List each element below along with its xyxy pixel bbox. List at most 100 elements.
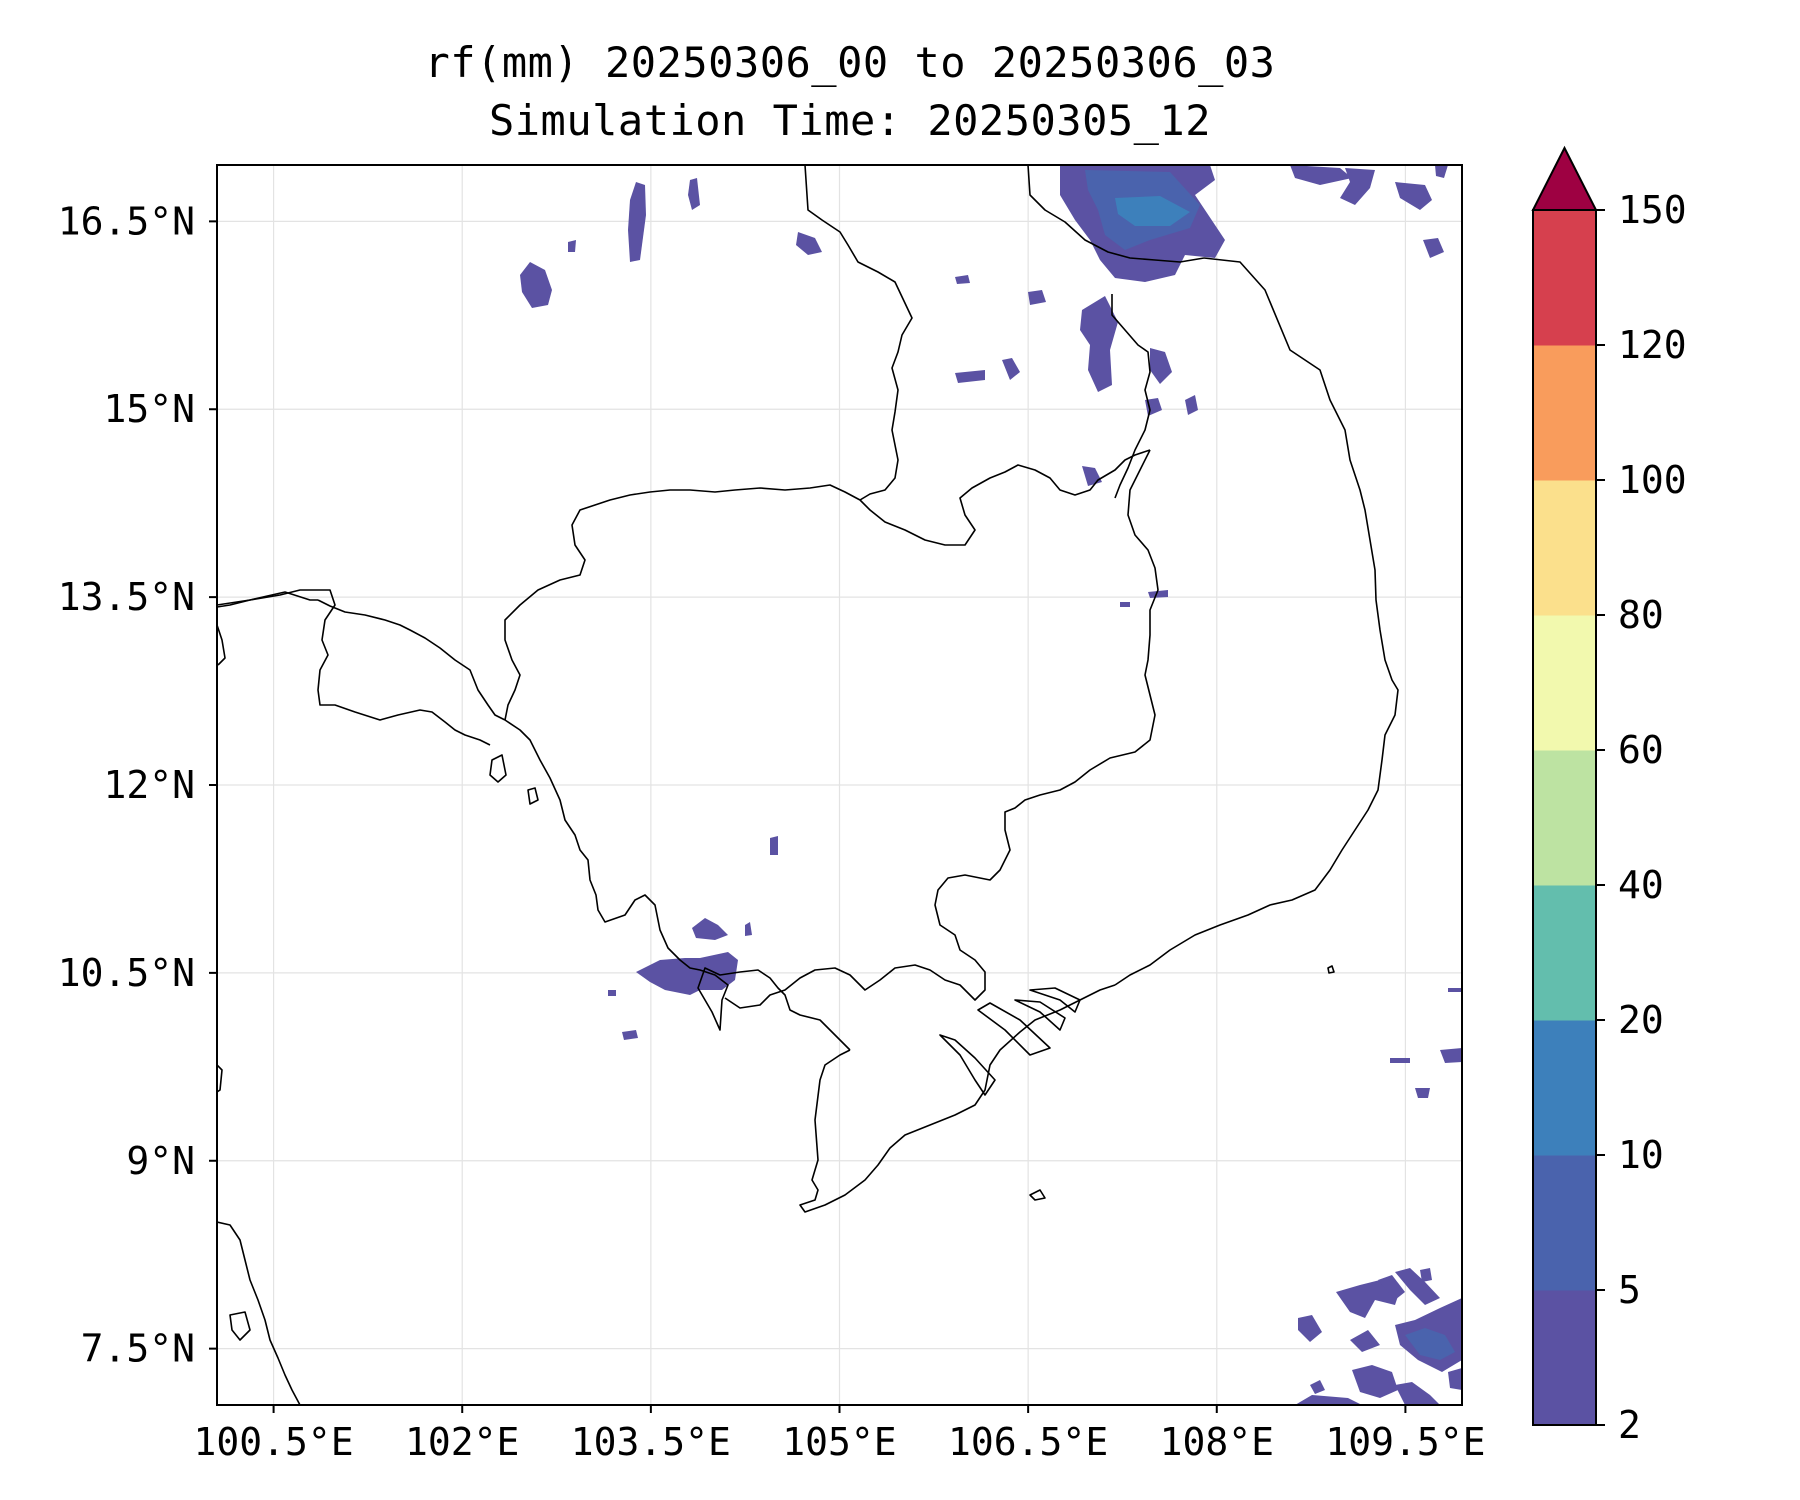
- rain-area-2mm: [1310, 1380, 1325, 1394]
- colorbar-tick-label: 20: [1618, 998, 1664, 1042]
- rain-area-2mm: [688, 178, 700, 210]
- rain-area-2mm: [1028, 290, 1046, 305]
- border-laos-vietnam-south: [1111, 294, 1151, 499]
- longitude-axis: 100.5°E 102°E 103.5°E 105°E 106.5°E 108°E 109.…: [194, 1405, 1485, 1464]
- rain-area-2mm: [1448, 1368, 1462, 1390]
- lon-tick-label: 105°E: [782, 1420, 896, 1464]
- rain-area-2mm: [1395, 1382, 1440, 1405]
- rain-area-2mm: [636, 952, 738, 995]
- rain-area-2mm: [1448, 988, 1462, 992]
- rain-area-2mm: [1350, 1330, 1380, 1352]
- colorbar-tick-label: 100: [1618, 458, 1687, 502]
- rain-area-2mm: [1082, 466, 1102, 486]
- rain-area-2mm: [1440, 1048, 1462, 1063]
- coastline-island: [217, 1064, 223, 1093]
- colorbar-segment: [1533, 210, 1596, 346]
- rain-area-2mm: [1080, 296, 1118, 392]
- rain-area-2mm: [955, 370, 985, 383]
- colorbar-frame: [1532, 209, 1597, 1426]
- colorbar-segment: [1533, 615, 1596, 751]
- rain-area-2mm: [1340, 168, 1375, 205]
- chart-subtitle: Simulation Time: 20250305_12: [488, 96, 1211, 145]
- coastline-island: [1327, 965, 1335, 974]
- border-myanmar-edge: [217, 624, 226, 666]
- rain-area-2mm: [1150, 348, 1172, 384]
- rain-area-2mm: [1002, 358, 1020, 380]
- rainfall-shading: [520, 165, 1462, 1405]
- coastline-island: [489, 754, 507, 783]
- rain-area-2mm: [796, 232, 822, 255]
- lat-tick-label: 15°N: [103, 387, 195, 431]
- colorbar-segment: [1533, 885, 1596, 1021]
- border-laos-vietnam: [1027, 165, 1205, 263]
- rain-area-10mm: [1115, 196, 1190, 226]
- lon-tick-label: 108°E: [1160, 1420, 1274, 1464]
- border-thailand-cambodia: [504, 484, 861, 721]
- rain-area-2mm: [1435, 165, 1448, 178]
- rain-area-5mm: [1405, 1328, 1455, 1360]
- rain-area-2mm: [1148, 590, 1168, 598]
- rain-area-2mm: [1120, 602, 1130, 607]
- rain-area-2mm: [1423, 238, 1444, 258]
- rain-area-2mm: [1395, 182, 1432, 210]
- rain-area-2mm: [628, 182, 646, 262]
- rain-area-2mm: [1185, 395, 1198, 415]
- colorbar-segment: [1533, 480, 1596, 616]
- rain-area-2mm: [1415, 1088, 1430, 1098]
- colorbar-segment: [1533, 1020, 1596, 1156]
- colorbar-segment: [1533, 1290, 1596, 1426]
- coastline-malaysia: [217, 1221, 301, 1405]
- rain-area-2mm: [1378, 1275, 1405, 1300]
- border-cambodia-vietnam: [724, 449, 1159, 1009]
- rain-area-2mm: [1390, 1058, 1410, 1063]
- lon-tick-label: 109.5°E: [1325, 1420, 1485, 1464]
- colorbar-tick-label: 2: [1618, 1403, 1641, 1447]
- gridlines: [217, 165, 1462, 1405]
- colorbar-tick-label: 120: [1618, 323, 1687, 367]
- rain-area-2mm: [1298, 1315, 1322, 1342]
- rain-area-2mm: [745, 922, 752, 936]
- rain-area-2mm: [1420, 1268, 1432, 1282]
- coastline-gulf-west: [504, 719, 851, 1051]
- border-laos-cambodia: [859, 449, 1151, 546]
- lon-tick-label: 100.5°E: [194, 1420, 354, 1464]
- rain-area-2mm: [520, 262, 552, 308]
- lat-tick-label: 7.5°N: [81, 1327, 195, 1371]
- lon-tick-label: 102°E: [405, 1420, 519, 1464]
- colorbar-tick-label: 80: [1618, 593, 1664, 637]
- coastline-thailand-southwest: [217, 591, 318, 606]
- chart-title: rf(mm) 20250306_00 to 20250306_03: [424, 38, 1276, 87]
- colorbar-tick-label: 10: [1618, 1133, 1664, 1177]
- colorbar-tick-label: 40: [1618, 863, 1664, 907]
- rain-area-2mm: [568, 240, 576, 252]
- rain-area-2mm: [1352, 1365, 1398, 1398]
- lat-tick-label: 9°N: [126, 1139, 195, 1183]
- colorbar: 2 5 10 20 40 60 80 100 120 150: [1531, 145, 1687, 1447]
- coastline-vietnam-south: [799, 984, 1116, 1213]
- rain-area-2mm: [770, 836, 778, 855]
- lat-tick-label: 10.5°N: [58, 951, 195, 995]
- rain-area-2mm: [608, 990, 616, 996]
- coastlines: [217, 257, 1399, 1405]
- rain-area-2mm: [692, 918, 728, 940]
- lon-tick-label: 103.5°E: [571, 1420, 731, 1464]
- colorbar-segment: [1533, 1155, 1596, 1291]
- border-thailand-myanmar: [217, 589, 491, 746]
- rain-area-2mm: [1395, 1268, 1440, 1305]
- colorbar-segment: [1533, 345, 1596, 481]
- rain-area-2mm: [1290, 165, 1352, 185]
- country-borders: [217, 165, 1205, 1009]
- coastline-vietnam: [1114, 257, 1399, 986]
- lon-tick-label: 106.5°E: [948, 1420, 1108, 1464]
- rain-area-2mm: [622, 1030, 638, 1040]
- rain-area-2mm: [1295, 1395, 1362, 1405]
- lat-tick-label: 13.5°N: [58, 575, 195, 619]
- rain-area-2mm: [955, 275, 970, 284]
- colorbar-extend-arrow: [1531, 145, 1598, 211]
- border-laos-thailand: [804, 165, 913, 501]
- colorbar-tick-label: 60: [1618, 728, 1664, 772]
- coastline-island: [527, 787, 539, 805]
- coastline-island: [1029, 1189, 1046, 1201]
- coastline-thailand-east: [317, 599, 506, 721]
- colorbar-tick-label: 5: [1618, 1268, 1641, 1312]
